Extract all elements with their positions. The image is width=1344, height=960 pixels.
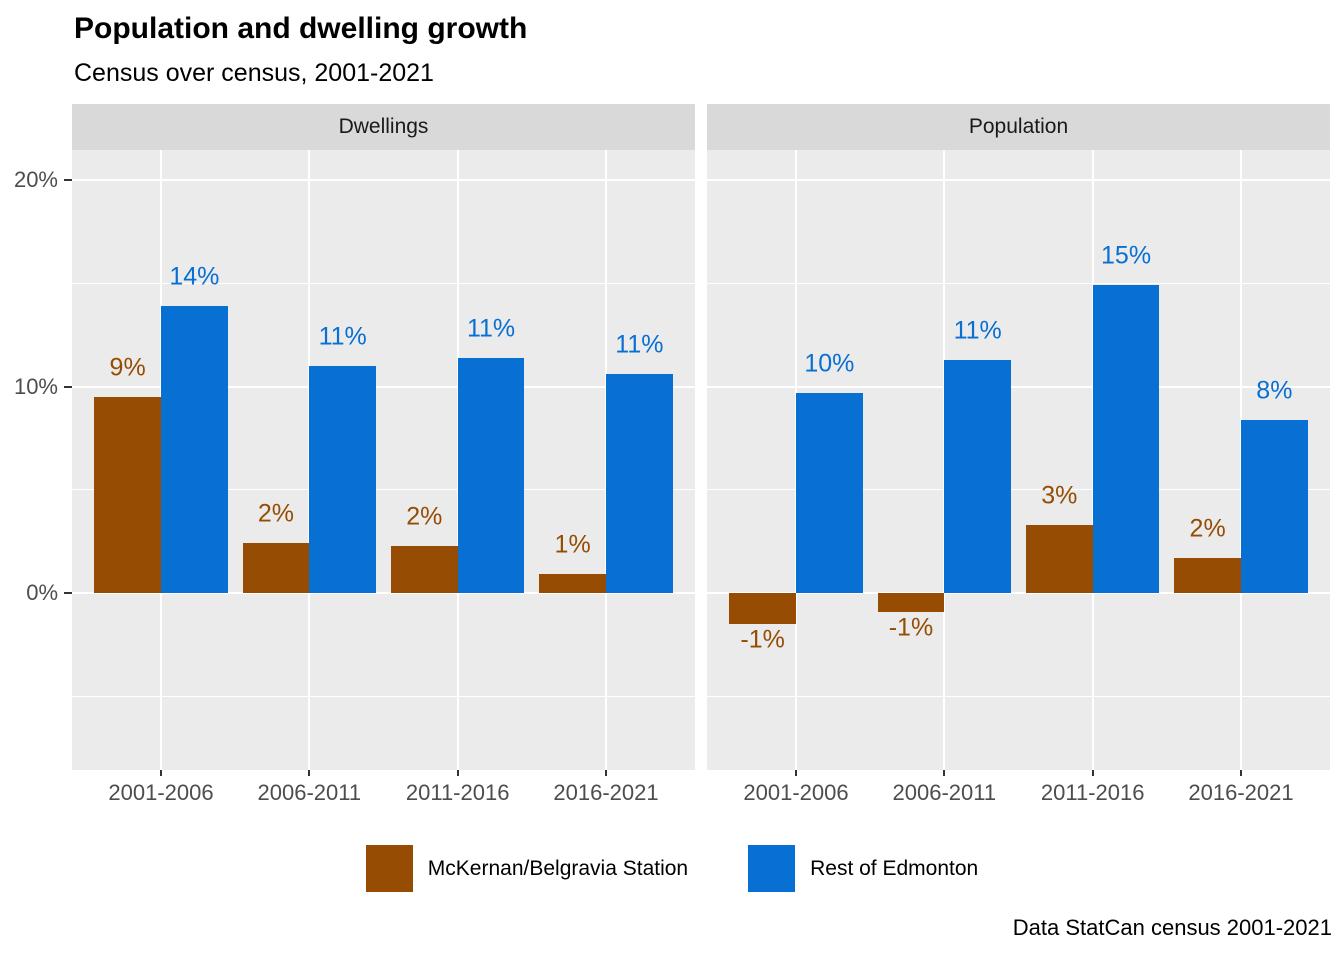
legend-item-label: Rest of Edmonton <box>810 856 979 880</box>
y-axis-tick-label: 20% <box>13 167 58 192</box>
bar <box>877 593 945 612</box>
gridline-minor-h <box>72 282 695 284</box>
gridline-minor-h <box>72 489 695 491</box>
bar-value-label: 11% <box>466 314 516 343</box>
bar-value-label: 14% <box>169 262 220 291</box>
gridline-major-h <box>72 385 695 388</box>
legend-item-rest-of-edmonton: Rest of Edmonton <box>748 845 978 892</box>
legend-key-swatch-brown <box>365 845 413 892</box>
facet-strip-label: Dwellings <box>338 115 429 138</box>
x-axis-tick <box>943 770 946 776</box>
bar-value-label: 15% <box>1101 241 1152 270</box>
bar-value-label: -1% <box>888 613 934 642</box>
x-axis-tick <box>456 770 459 776</box>
x-axis-tick <box>1240 770 1242 776</box>
bar <box>729 593 796 624</box>
facet-strip-population: Population <box>707 104 1330 150</box>
bar-value-label: 1% <box>554 530 591 559</box>
gridline-minor-h <box>707 695 1330 697</box>
bar <box>944 359 1012 593</box>
x-axis-tick <box>1091 770 1094 776</box>
caption: Data StatCan census 2001-2021 <box>1012 915 1332 940</box>
bar <box>1092 285 1160 593</box>
x-axis-tick-label: 2011-2016 <box>1040 780 1145 805</box>
gridline-major-h <box>72 592 695 594</box>
bar-value-label: 11% <box>953 316 1002 345</box>
facet-strip-label: Population <box>968 115 1069 138</box>
bar <box>1025 524 1093 593</box>
x-axis-tick-label: 2001-2006 <box>743 780 849 805</box>
y-axis-tick-label: 0% <box>26 580 58 605</box>
bar <box>94 396 161 593</box>
x-axis-tick <box>795 770 797 776</box>
chart-subtitle: Census over census, 2001-2021 <box>74 59 434 87</box>
x-axis-tick <box>160 770 162 776</box>
x-axis-tick-label: 2006-2011 <box>257 780 362 805</box>
bar-value-label: 2% <box>257 499 295 528</box>
x-axis-tick-label: 2006-2011 <box>892 780 997 805</box>
x-axis-tick-label: 2001-2006 <box>108 780 214 805</box>
y-axis-tick <box>64 385 72 388</box>
bar <box>796 392 863 593</box>
bar-value-label: 10% <box>804 349 855 378</box>
bar <box>242 543 310 593</box>
legend-item-mckernan-belgravia: McKernan/Belgravia Station <box>365 845 689 892</box>
bar <box>1241 419 1308 593</box>
bar-value-label: -1% <box>740 625 785 654</box>
bar <box>539 574 606 593</box>
x-axis-tick-label: 2011-2016 <box>405 780 510 805</box>
legend: McKernan/Belgravia Station Rest of Edmon… <box>0 845 1344 892</box>
x-axis-tick <box>308 770 311 776</box>
bar <box>161 305 228 593</box>
gridline-major-h <box>72 179 695 181</box>
bar-value-label: 2% <box>1189 514 1226 543</box>
gridline-major-h <box>707 592 1330 594</box>
x-axis-tick-label: 2016-2021 <box>1188 780 1294 805</box>
bar-value-label: 11% <box>318 322 367 351</box>
chart-title: Population and dwelling growth <box>74 12 528 45</box>
bar-value-label: 11% <box>615 330 664 359</box>
legend-key-swatch-blue <box>748 845 796 892</box>
bar <box>457 357 525 593</box>
y-axis-tick-label: 10% <box>13 373 58 399</box>
bar <box>309 365 377 593</box>
legend-item-label: McKernan/Belgravia Station <box>427 856 689 880</box>
facet-strip-dwellings: Dwellings <box>72 104 695 150</box>
y-axis-tick <box>64 179 72 181</box>
gridline-major-h <box>707 179 1330 181</box>
y-axis-tick <box>64 592 72 594</box>
bar-value-label: 3% <box>1041 481 1078 510</box>
bar-value-label: 9% <box>109 353 146 382</box>
facet-panel-population: -1% -1% 3% 2% 10% 11% 15% 8% <box>707 150 1330 770</box>
gridline-minor-h <box>72 695 695 697</box>
bar <box>390 545 458 593</box>
bar <box>1174 557 1241 593</box>
x-axis-tick-label: 2016-2021 <box>553 780 659 805</box>
x-axis-tick <box>605 770 607 776</box>
bar-value-label: 8% <box>1256 376 1293 405</box>
gridline-major-h <box>707 385 1330 388</box>
bar <box>606 374 673 593</box>
facet-panel-dwellings: 9% 2% 2% 1% 14% 11% 11% 11% <box>72 150 695 770</box>
gridline-minor-h <box>707 489 1330 491</box>
bar-value-label: 2% <box>406 502 443 530</box>
gridline-minor-h <box>707 282 1330 284</box>
